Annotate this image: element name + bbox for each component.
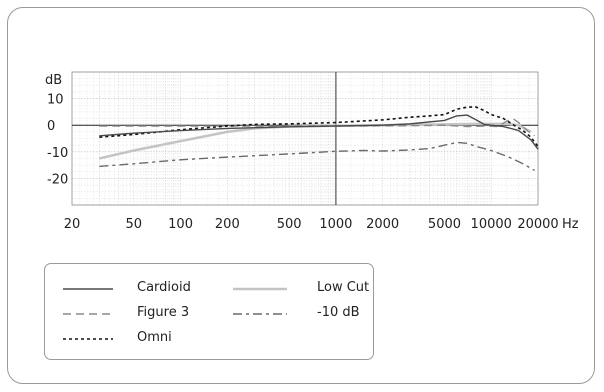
x-tick-label: 50 [126, 217, 143, 232]
x-tick-label: 200 [215, 217, 240, 232]
chart-legend: Cardioid Figure 3 Omni Low Cut -10 dB [44, 263, 374, 360]
legend-swatch-figure-3 [63, 313, 113, 315]
x-tick-label: 2000 [366, 217, 399, 232]
x-tick-label: 100 [168, 217, 193, 232]
x-tick-label: 10000 [471, 217, 512, 232]
legend-label-minus-10-db: -10 dB [317, 305, 360, 320]
y-tick-label: 10 [47, 93, 64, 108]
legend-swatch-minus-10-db [233, 313, 287, 315]
legend-item-omni: Omni [61, 330, 211, 348]
y-tick-label: 0 [47, 119, 55, 134]
series-line-low-cut [99, 122, 532, 160]
y-tick-label: -10 [47, 146, 68, 161]
legend-label-low-cut: Low Cut [317, 280, 370, 295]
legend-item-figure-3: Figure 3 [61, 305, 211, 323]
y-axis-label: dB [45, 73, 62, 88]
legend-swatch-omni [63, 338, 113, 340]
y-tick-label: -20 [47, 172, 68, 187]
x-tick-label: 500 [277, 217, 302, 232]
legend-item-cardioid: Cardioid [61, 280, 211, 298]
legend-swatch-low-cut [233, 287, 287, 291]
plot-frame [71, 71, 539, 206]
x-tick-label: 5000 [428, 217, 461, 232]
series-line-cardioid [99, 114, 539, 150]
series-line-figure-3 [99, 118, 535, 137]
x-tick-label: 20000 [517, 217, 558, 232]
legend-item-minus-10-db: -10 dB [231, 305, 371, 323]
x-axis-unit: Hz [562, 217, 579, 232]
legend-swatch-cardioid [63, 288, 113, 290]
legend-label-cardioid: Cardioid [137, 280, 191, 295]
series-line-10-db [99, 141, 535, 172]
legend-label-figure-3: Figure 3 [137, 305, 190, 320]
legend-label-omni: Omni [137, 330, 172, 345]
x-tick-label: 20 [64, 217, 81, 232]
legend-item-low-cut: Low Cut [231, 280, 371, 298]
x-tick-label: 1000 [319, 217, 352, 232]
